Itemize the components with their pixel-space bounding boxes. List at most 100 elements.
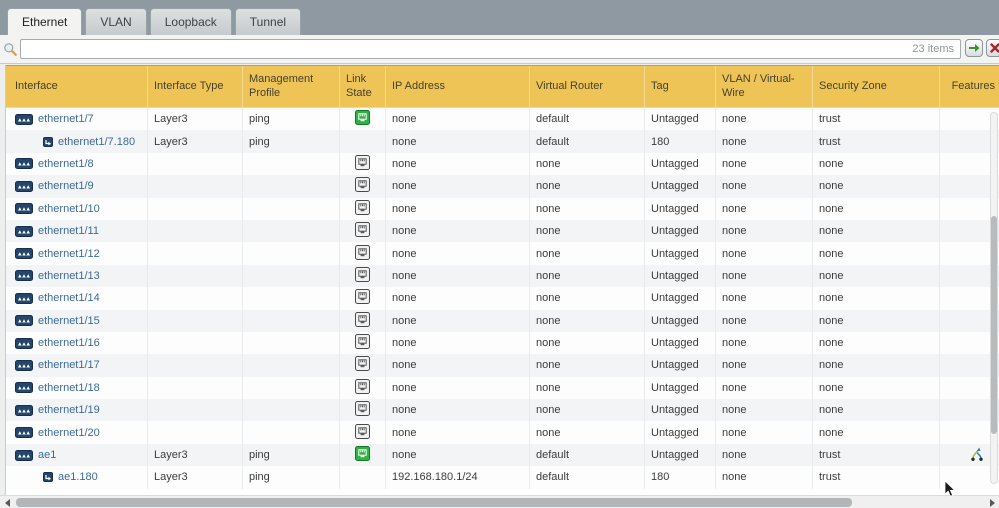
clear-filter-button[interactable] — [986, 39, 999, 57]
interface-name-link[interactable]: ethernet1/9 — [38, 180, 94, 193]
table-row[interactable]: ethernet1/20 none none Untagged none non… — [6, 421, 999, 444]
cell-ip-address: none — [386, 152, 530, 176]
interface-name-link[interactable]: ethernet1/20 — [38, 426, 100, 439]
table-row[interactable]: ae1 Layer3 ping none default Untagged no… — [6, 443, 999, 467]
interface-name-link[interactable]: ethernet1/18 — [38, 381, 100, 394]
cell-link-state — [340, 399, 386, 422]
table-row[interactable]: ethernet1/9 none none Untagged none none — [6, 175, 999, 198]
cell-interface-type: Layer3 — [148, 443, 243, 467]
tab-ethernet[interactable]: Ethernet — [7, 8, 83, 35]
table-row[interactable]: ethernet1/11 none none Untagged none non… — [6, 219, 999, 243]
cell-link-state — [340, 331, 386, 355]
cell-tag: Untagged — [645, 287, 716, 310]
column-header-features[interactable]: Features — [951, 79, 995, 92]
column-header-virtual-router[interactable]: Virtual Router — [530, 66, 645, 107]
vertical-scrollbar[interactable] — [990, 112, 998, 484]
cell-management-profile: ping — [243, 130, 340, 153]
cell-security-zone: none — [813, 175, 940, 198]
cell-security-zone: none — [813, 264, 940, 288]
cell-interface-type: Layer3 — [148, 466, 243, 489]
green-arrow-icon — [969, 44, 980, 52]
column-header-ip-address[interactable]: IP Address — [386, 66, 530, 107]
column-header-tag[interactable]: Tag — [645, 66, 716, 107]
tab-vlan[interactable]: VLAN — [85, 8, 147, 35]
cell-ip-address: none — [386, 287, 530, 310]
cell-tag: Untagged — [645, 376, 716, 400]
horizontal-scrollbar[interactable] — [0, 495, 999, 508]
table-row[interactable]: ethernet1/18 none none Untagged none non… — [6, 376, 999, 400]
column-header-vlan-virtual-wire[interactable]: VLAN / Virtual-Wire — [716, 66, 813, 107]
table-row[interactable]: ethernet1/10 none none Untagged none non… — [6, 197, 999, 220]
table-row[interactable]: ethernet1/7.180 Layer3 ping none default… — [6, 130, 999, 153]
table-row[interactable]: ethernet1/19 none none Untagged none non… — [6, 399, 999, 422]
cell-ip-address: none — [386, 264, 530, 288]
table-row[interactable]: ae1.180 Layer3 ping 192.168.180.1/24 def… — [6, 466, 999, 489]
table-row[interactable]: ethernet1/15 none none Untagged none non… — [6, 309, 999, 332]
interface-name-link[interactable]: ethernet1/10 — [38, 202, 100, 215]
tab-loopback[interactable]: Loopback — [149, 8, 232, 35]
tab-tunnel[interactable]: Tunnel — [234, 8, 302, 35]
cell-ip-address: none — [386, 219, 530, 243]
cell-ip-address: none — [386, 443, 530, 467]
interface-name-link[interactable]: ae1 — [38, 449, 57, 462]
table-row[interactable]: ethernet1/7 Layer3 ping none default Unt… — [6, 108, 999, 131]
table-row[interactable]: ethernet1/8 none none Untagged none none — [6, 152, 999, 176]
cell-management-profile — [243, 197, 340, 220]
cell-tag: Untagged — [645, 443, 716, 467]
table-row[interactable]: ethernet1/17 none none Untagged none non… — [6, 354, 999, 377]
link-unknown-icon — [355, 266, 370, 285]
search-input[interactable] — [21, 41, 913, 57]
table-row[interactable]: ethernet1/14 none none Untagged none non… — [6, 287, 999, 310]
cell-security-zone: none — [813, 197, 940, 220]
interface-name-link[interactable]: ethernet1/11 — [38, 225, 99, 238]
link-unknown-icon — [355, 177, 370, 195]
interface-icon — [15, 427, 33, 439]
horizontal-scrollbar-thumb[interactable] — [16, 498, 852, 507]
interface-name-link[interactable]: ethernet1/15 — [38, 314, 100, 327]
cell-interface: ethernet1/7.180 — [6, 130, 148, 153]
column-header-security-zone[interactable]: Security Zone — [813, 66, 940, 107]
vertical-scrollbar-thumb[interactable] — [991, 216, 997, 434]
cell-tag: Untagged — [645, 331, 716, 355]
table-row[interactable]: ethernet1/16 none none Untagged none non… — [6, 331, 999, 355]
link-unknown-icon — [355, 356, 370, 374]
interface-name-link[interactable]: ethernet1/19 — [38, 404, 100, 417]
interface-name-link[interactable]: ethernet1/12 — [38, 247, 100, 260]
cell-interface-type — [148, 376, 243, 400]
cell-interface-type — [148, 354, 243, 377]
column-header-link-state[interactable]: Link State — [340, 66, 386, 107]
cell-interface-type — [148, 197, 243, 220]
interface-name-link[interactable]: ethernet1/17 — [38, 359, 100, 372]
subinterface-icon — [43, 472, 53, 483]
interface-name-link[interactable]: ae1.180 — [58, 471, 98, 484]
interface-name-link[interactable]: ethernet1/8 — [38, 157, 94, 170]
interface-name-link[interactable]: ethernet1/7 — [38, 113, 94, 126]
scroll-left-arrow[interactable] — [5, 499, 10, 507]
interface-icon — [15, 292, 33, 304]
interface-icon — [15, 449, 33, 461]
cell-interface-type — [148, 264, 243, 288]
interface-icon — [15, 248, 33, 260]
table-row[interactable]: ethernet1/13 none none Untagged none non… — [6, 264, 999, 288]
apply-filter-button[interactable] — [965, 39, 983, 57]
cell-management-profile — [243, 264, 340, 288]
cell-vlan-virtual-wire: none — [716, 130, 813, 153]
cell-interface: ethernet1/17 — [6, 354, 148, 377]
cell-management-profile — [243, 242, 340, 265]
interface-name-link[interactable]: ethernet1/7.180 — [58, 135, 136, 148]
tab-strip: Ethernet VLAN Loopback Tunnel — [0, 0, 999, 35]
interface-name-link[interactable]: ethernet1/16 — [38, 337, 100, 350]
cell-management-profile — [243, 309, 340, 332]
scroll-right-arrow[interactable] — [990, 499, 995, 507]
table-row[interactable]: ethernet1/12 none none Untagged none non… — [6, 242, 999, 265]
cell-ip-address: none — [386, 376, 530, 400]
column-header-interface-type[interactable]: Interface Type — [148, 66, 243, 107]
interface-name-link[interactable]: ethernet1/13 — [38, 269, 100, 282]
interface-icon — [15, 203, 33, 215]
column-header-management-profile[interactable]: Management Profile — [243, 66, 340, 107]
interface-icon — [15, 270, 33, 282]
cell-virtual-router: none — [530, 175, 645, 198]
interface-icon — [15, 113, 33, 125]
interface-name-link[interactable]: ethernet1/14 — [38, 292, 100, 305]
column-header-interface[interactable]: Interface — [6, 66, 148, 107]
